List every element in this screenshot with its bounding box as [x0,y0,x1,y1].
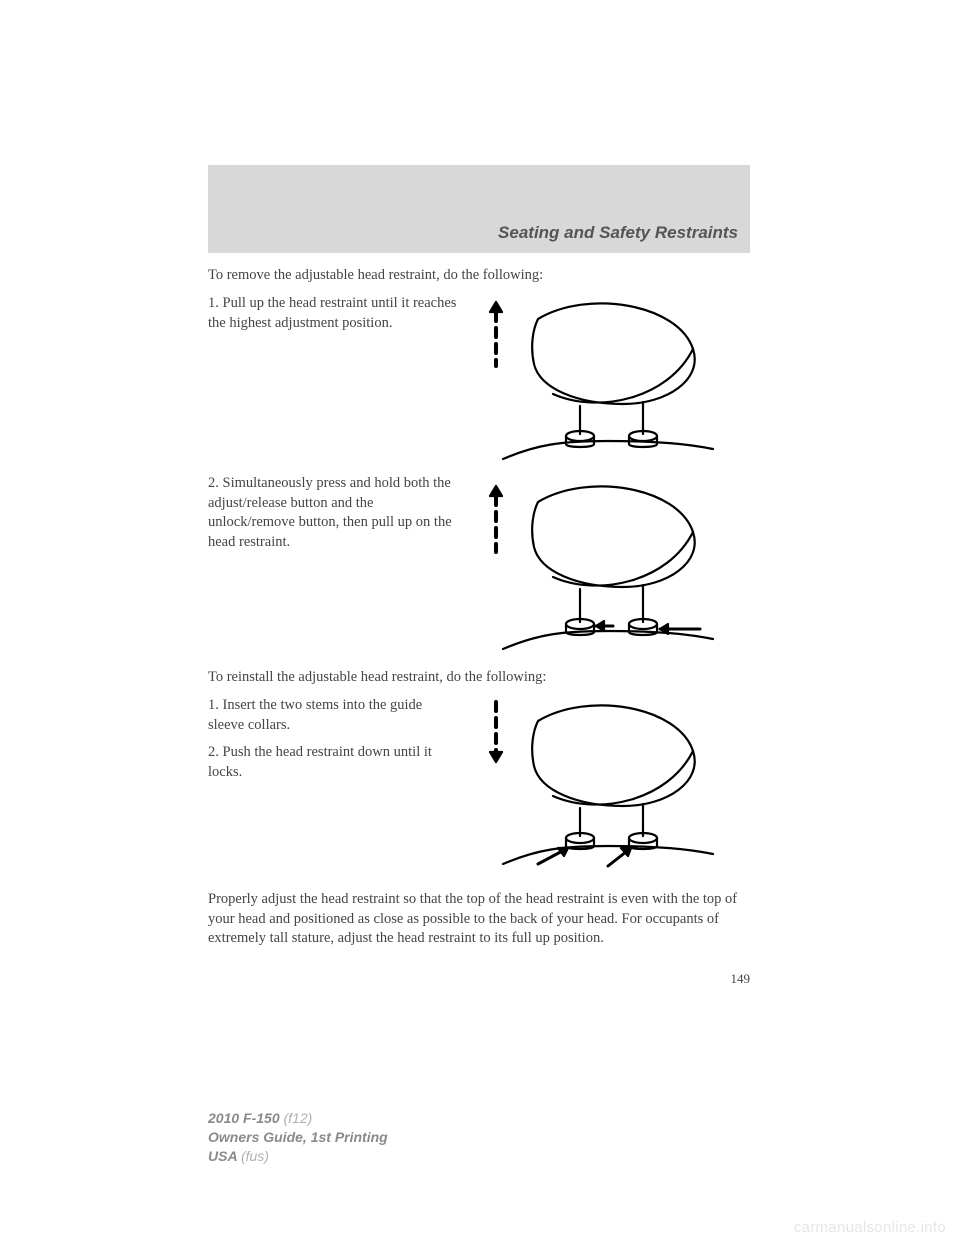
closing-paragraph: Properly adjust the head restraint so th… [208,890,750,949]
illustration-press-pull [468,474,750,659]
remove-intro: To remove the adjustable head restraint,… [208,267,750,284]
section-header: Seating and Safety Restraints [208,165,750,253]
reinstall-step2: 2. Push the head restraint down until it… [208,743,458,782]
reinstall-steps-row: 1. Insert the two stems into the guide s… [208,696,750,876]
illustration-pull-up [468,294,750,464]
footer-region: USA [208,1148,237,1164]
reinstall-step1: 1. Insert the two stems into the guide s… [208,696,458,735]
remove-step2-row: 2. Simultaneously press and hold both th… [208,474,750,659]
footer-model-code: (f12) [284,1110,313,1126]
illustration-reinstall [468,696,750,876]
footer: 2010 F-150 (f12) Owners Guide, 1st Print… [208,1109,388,1166]
section-title: Seating and Safety Restraints [498,223,738,243]
remove-step2: 2. Simultaneously press and hold both th… [208,474,458,552]
reinstall-intro: To reinstall the adjustable head restrai… [208,669,750,686]
page-number: 149 [208,971,750,987]
footer-region-code: (fus) [241,1148,269,1164]
remove-step1-row: 1. Pull up the head restraint until it r… [208,294,750,464]
remove-step1: 1. Pull up the head restraint until it r… [208,294,458,333]
watermark: carmanualsonline.info [794,1219,946,1236]
footer-guide: Owners Guide, 1st Printing [208,1128,388,1147]
footer-model: 2010 F-150 [208,1110,280,1126]
